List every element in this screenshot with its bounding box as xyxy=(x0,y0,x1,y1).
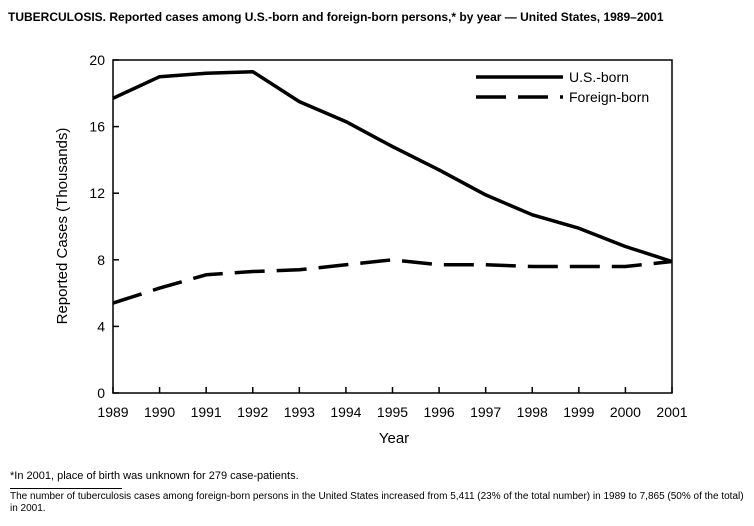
x-tick-label: 1991 xyxy=(191,404,222,420)
plot-frame xyxy=(112,59,673,394)
x-tick-label: 2000 xyxy=(610,404,641,420)
x-tick-label: 1997 xyxy=(470,404,501,420)
x-tick-label: 1989 xyxy=(97,404,128,420)
y-tick-label: 20 xyxy=(89,52,105,68)
y-tick-label: 0 xyxy=(97,385,105,401)
x-tick-label: 1992 xyxy=(237,404,268,420)
x-tick-label: 1995 xyxy=(377,404,408,420)
series-layer xyxy=(112,69,673,305)
x-tick-label: 1990 xyxy=(144,404,175,420)
x-axis-label: Year xyxy=(379,430,409,447)
series-line-u-s-born xyxy=(112,69,673,264)
footnote: *In 2001, place of birth was unknown for… xyxy=(10,470,299,482)
series-line-foreign-born xyxy=(112,258,673,305)
legend-label: U.S.-born xyxy=(569,69,629,85)
x-tick-label: 1998 xyxy=(517,404,548,420)
title-topic: TUBERCULOSIS. xyxy=(8,10,107,24)
y-axis-label: Reported Cases (Thousands) xyxy=(54,128,71,325)
x-tick-label: 1993 xyxy=(284,404,315,420)
footnote-rule xyxy=(10,488,122,489)
y-tick-label: 16 xyxy=(89,119,105,135)
y-tick-label: 8 xyxy=(97,252,105,268)
x-tick-label: 1999 xyxy=(563,404,594,420)
x-tick-label: 2001 xyxy=(656,404,687,420)
y-tick-label: 4 xyxy=(97,318,105,334)
x-tick-label: 1996 xyxy=(424,404,455,420)
legend: U.S.-born Foreign-born xyxy=(476,69,649,105)
title-subtitle: Reported cases among U.S.-born and forei… xyxy=(109,10,664,24)
legend-label: Foreign-born xyxy=(569,89,649,105)
y-axis: 0 4 8 12 16 20 xyxy=(89,52,119,401)
x-axis: 1989 1990 1991 1992 1993 1994 1995 1996 1997 1998… xyxy=(97,387,688,420)
chart-title: TUBERCULOSIS. Reported cases among U.S.-… xyxy=(8,10,664,24)
x-tick-label: 1994 xyxy=(330,404,361,420)
y-tick-label: 12 xyxy=(89,185,105,201)
summary-text: The number of tuberculosis cases among f… xyxy=(10,491,744,514)
